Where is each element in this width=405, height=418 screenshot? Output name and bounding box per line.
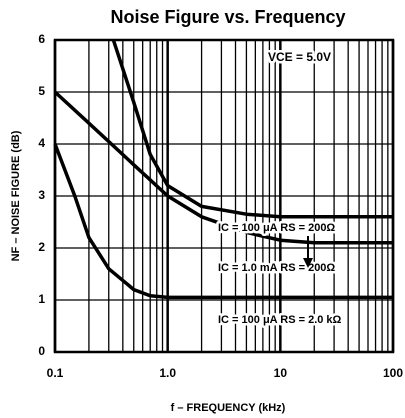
- series-label: IC = 1.0 mA RS = 200Ω: [218, 262, 335, 274]
- series-line: [53, 90, 393, 245]
- y-axis-label: NF – NOISE FIGURE (dB): [10, 130, 22, 261]
- x-tick-label: 1.0: [159, 366, 176, 380]
- arrow-head: [303, 258, 313, 268]
- series-label: IC = 100 μA RS = 2.0 kΩ: [218, 314, 342, 326]
- chart-title: Noise Figure vs. Frequency: [110, 7, 345, 27]
- x-axis-label: f – FREQUENCY (kHz): [171, 402, 286, 414]
- series-line: [111, 39, 393, 219]
- y-tick-label: 6: [38, 32, 45, 46]
- x-tick-label: 100: [383, 366, 403, 380]
- series-label: IC = 100 μA RS = 200Ω: [218, 222, 335, 234]
- x-tick-label: 0.1: [47, 366, 64, 380]
- y-tick-label: 2: [38, 240, 45, 254]
- y-tick-label: 3: [38, 188, 45, 202]
- y-tick-label: 5: [38, 84, 45, 98]
- series-line: [53, 143, 393, 300]
- y-tick-label: 0: [38, 344, 45, 358]
- y-tick-label: 1: [38, 292, 45, 306]
- annotation: VCE = 5.0V: [268, 50, 331, 64]
- y-tick-label: 4: [38, 136, 45, 150]
- x-tick-label: 10: [274, 366, 288, 380]
- plot-frame: [53, 38, 395, 354]
